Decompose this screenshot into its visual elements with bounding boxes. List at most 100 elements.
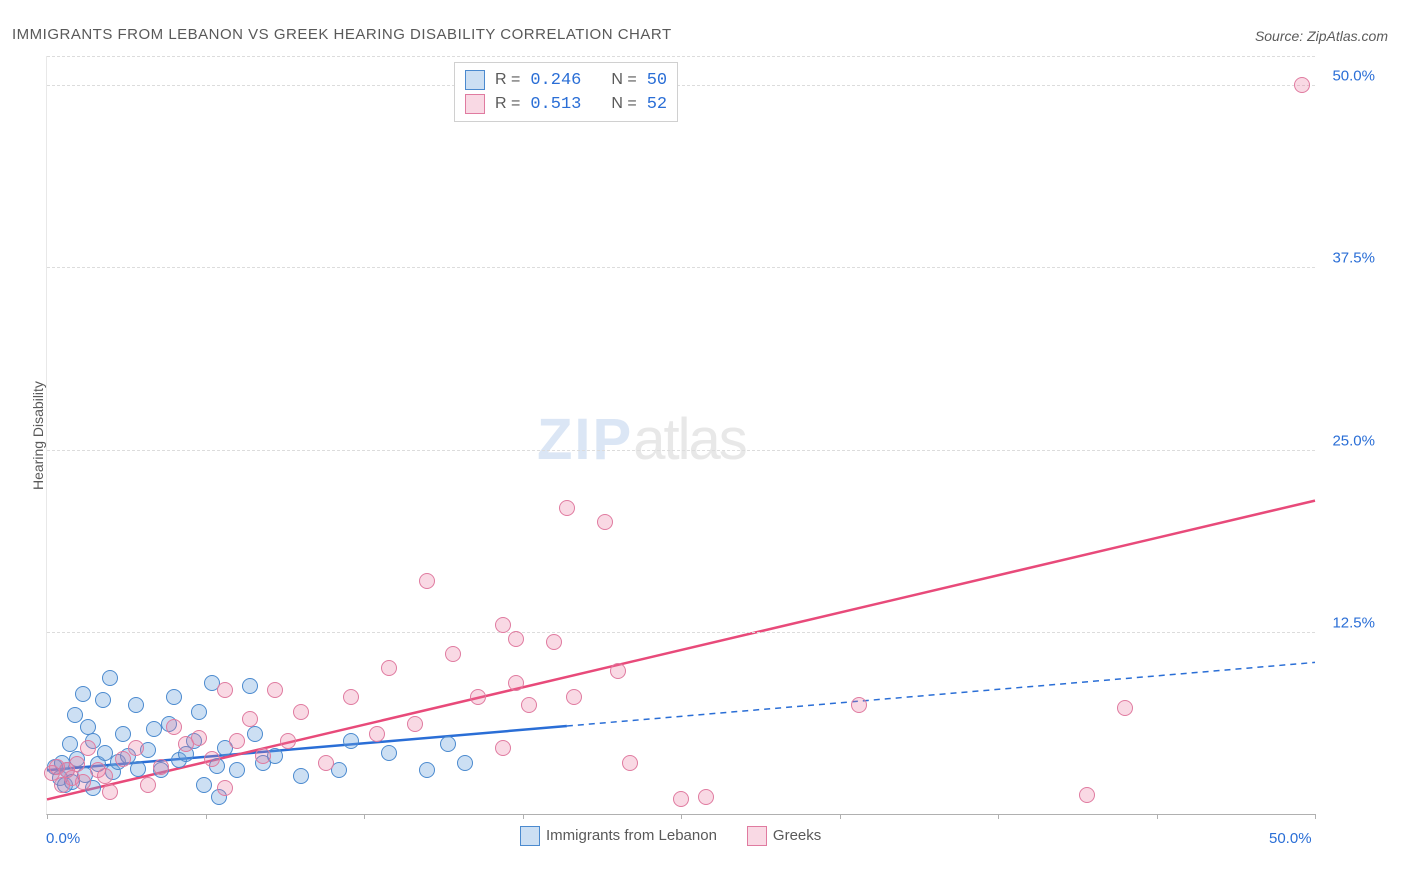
scatter-point: [622, 755, 638, 771]
scatter-point: [255, 748, 271, 764]
x-tick: [1315, 814, 1316, 819]
stats-n-value: 50: [647, 71, 667, 90]
x-tick: [998, 814, 999, 819]
scatter-point: [1294, 77, 1310, 93]
grid-line: [47, 450, 1315, 451]
x-tick: [206, 814, 207, 819]
scatter-point: [69, 756, 85, 772]
scatter-point: [440, 736, 456, 752]
scatter-point: [293, 768, 309, 784]
scatter-point: [97, 768, 113, 784]
scatter-point: [610, 663, 626, 679]
scatter-point: [495, 617, 511, 633]
stats-r-label: R =: [495, 95, 520, 113]
scatter-plot: ZIPatlas 12.5%25.0%37.5%50.0%: [46, 56, 1315, 815]
scatter-point: [128, 740, 144, 756]
x-tick: [681, 814, 682, 819]
scatter-point: [318, 755, 334, 771]
scatter-point: [293, 704, 309, 720]
scatter-point: [102, 670, 118, 686]
y-tick-label: 50.0%: [1332, 68, 1375, 85]
scatter-point: [102, 784, 118, 800]
scatter-point: [267, 682, 283, 698]
scatter-point: [217, 780, 233, 796]
x-tick-label: 50.0%: [1269, 830, 1312, 847]
legend-label: Greeks: [773, 827, 821, 844]
scatter-point: [546, 634, 562, 650]
scatter-point: [407, 716, 423, 732]
scatter-point: [381, 660, 397, 676]
x-tick: [840, 814, 841, 819]
scatter-point: [229, 733, 245, 749]
legend-swatch: [465, 70, 485, 90]
scatter-point: [242, 678, 258, 694]
scatter-point: [369, 726, 385, 742]
scatter-point: [559, 500, 575, 516]
scatter-point: [343, 733, 359, 749]
scatter-point: [419, 762, 435, 778]
stats-n-label: N =: [611, 71, 636, 89]
scatter-point: [80, 719, 96, 735]
legend-item: Immigrants from Lebanon: [520, 826, 717, 846]
scatter-point: [80, 740, 96, 756]
scatter-point: [495, 740, 511, 756]
scatter-point: [1117, 700, 1133, 716]
legend-swatch: [747, 826, 767, 846]
stats-r-value: 0.246: [530, 71, 581, 90]
grid-line: [47, 56, 1315, 57]
scatter-point: [95, 692, 111, 708]
scatter-point: [1079, 787, 1095, 803]
scatter-point: [343, 689, 359, 705]
scatter-point: [445, 646, 461, 662]
scatter-point: [166, 719, 182, 735]
stats-n-label: N =: [611, 95, 636, 113]
scatter-point: [217, 682, 233, 698]
scatter-point: [166, 689, 182, 705]
scatter-point: [673, 791, 689, 807]
scatter-point: [419, 573, 435, 589]
scatter-point: [196, 777, 212, 793]
x-tick-label: 0.0%: [46, 830, 80, 847]
scatter-point: [115, 726, 131, 742]
stats-r-value: 0.513: [530, 95, 581, 114]
x-tick: [1157, 814, 1158, 819]
stats-n-value: 52: [647, 95, 667, 114]
scatter-point: [128, 697, 144, 713]
scatter-point: [698, 789, 714, 805]
y-tick-label: 37.5%: [1332, 250, 1375, 267]
legend-swatch: [465, 94, 485, 114]
scatter-point: [130, 761, 146, 777]
scatter-point: [566, 689, 582, 705]
scatter-point: [521, 697, 537, 713]
scatter-point: [508, 631, 524, 647]
legend-item: Greeks: [747, 826, 821, 846]
scatter-point: [140, 777, 156, 793]
scatter-point: [280, 733, 296, 749]
legend-swatch: [520, 826, 540, 846]
scatter-point: [62, 736, 78, 752]
stats-row: R = 0.246 N = 50: [465, 68, 667, 92]
x-tick: [364, 814, 365, 819]
scatter-point: [204, 751, 220, 767]
scatter-point: [470, 689, 486, 705]
scatter-point: [146, 721, 162, 737]
stats-r-label: R =: [495, 71, 520, 89]
scatter-point: [75, 774, 91, 790]
grid-line: [47, 632, 1315, 633]
grid-line: [47, 267, 1315, 268]
source-label: Source: ZipAtlas.com: [1255, 28, 1388, 44]
scatter-point: [457, 755, 473, 771]
scatter-point: [247, 726, 263, 742]
scatter-point: [597, 514, 613, 530]
legend-label: Immigrants from Lebanon: [546, 827, 717, 844]
stats-row: R = 0.513 N = 52: [465, 92, 667, 116]
scatter-point: [191, 730, 207, 746]
scatter-point: [381, 745, 397, 761]
scatter-point: [153, 759, 169, 775]
scatter-point: [75, 686, 91, 702]
stats-legend-box: R = 0.246 N = 50 R = 0.513 N = 52: [454, 62, 678, 122]
chart-title: IMMIGRANTS FROM LEBANON VS GREEK HEARING…: [12, 26, 672, 43]
x-tick: [47, 814, 48, 819]
scatter-point: [851, 697, 867, 713]
series-legend: Immigrants from Lebanon Greeks: [520, 826, 821, 846]
